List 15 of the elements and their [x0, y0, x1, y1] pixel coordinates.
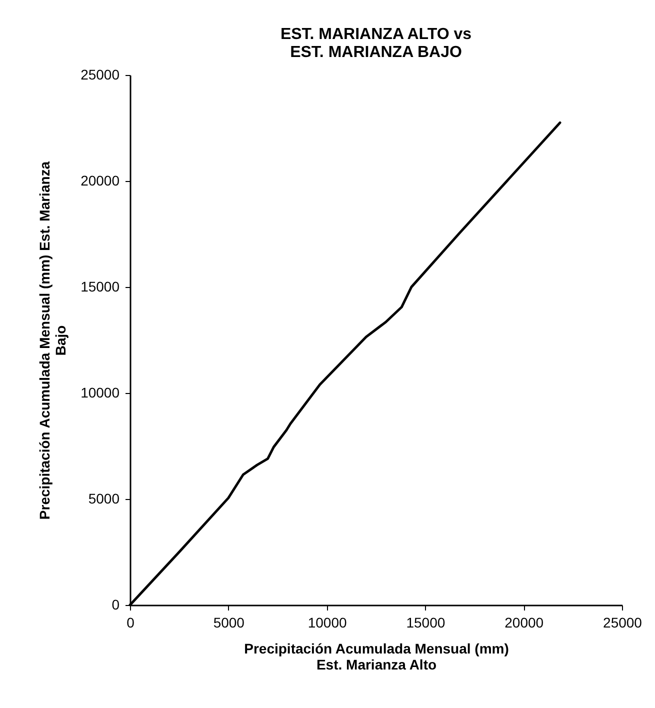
x-tick-label: 10000: [308, 614, 347, 630]
x-tick-label: 0: [126, 614, 135, 630]
y-tick-label: 10000: [80, 384, 120, 400]
x-tick-label: 5000: [213, 614, 245, 630]
y-tick-label: 15000: [80, 278, 120, 294]
y-tick-label: 5000: [88, 490, 120, 506]
x-axis-title: Precipitación Acumulada Mensual (mm) Est. Marianza Alto: [244, 640, 509, 672]
chart-title: EST. MARIANZA ALTO vs EST. MARIANZA BAJO: [280, 26, 472, 61]
y-axis-title: Precipitación Acumulada Mensual (mm) Est. Marianza Bajo: [36, 161, 69, 520]
x-tick-label: 20000: [504, 614, 544, 630]
x-tick-label: 15000: [406, 614, 446, 630]
y-tick-label: 20000: [80, 172, 120, 188]
y-tick-label: 25000: [80, 66, 120, 82]
y-tick-label: 0: [112, 596, 120, 612]
x-tick-label: 25000: [603, 614, 642, 630]
